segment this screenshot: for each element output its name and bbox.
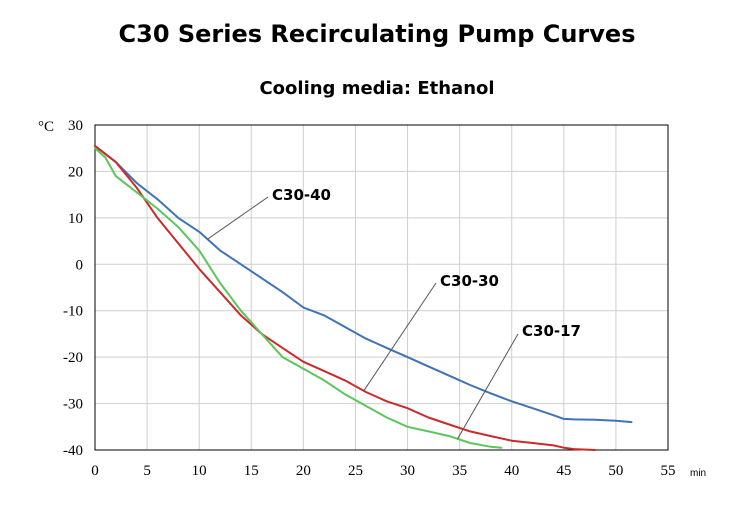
y-axis-unit: °C (38, 119, 54, 135)
x-tick-label: 10 (192, 463, 207, 479)
y-tick-label: 0 (76, 257, 84, 273)
y-tick-label: -10 (63, 304, 83, 320)
plot-frame (94, 124, 669, 451)
annotation-leader-line (363, 282, 437, 392)
x-tick-label: 40 (504, 463, 519, 479)
series-layer (94, 144, 633, 451)
x-tick-label: 5 (143, 463, 151, 479)
x-tick-label: 30 (400, 463, 415, 479)
series-label-c30-30: C30-30 (440, 272, 499, 290)
series-line-c30-30 (94, 144, 597, 451)
y-tick-label: -40 (63, 443, 83, 459)
grid-lines (94, 124, 669, 451)
x-tick-label: 35 (452, 463, 467, 479)
tick-labels: 0 5 10 15 20 25 30 35 40 45 50 55 30 20 10 0 -10 -20 -30 -4… (63, 118, 676, 479)
x-tick-label: 55 (661, 463, 676, 479)
x-tick-label: 0 (91, 463, 99, 479)
y-tick-label: -20 (63, 350, 83, 366)
chart-title: C30 Series Recirculating Pump Curves (118, 20, 636, 48)
annotation-leader-line (457, 333, 519, 440)
annotation-leader-line (207, 196, 269, 240)
y-tick-label: 20 (68, 164, 83, 180)
annotation-layer: C30-40 C30-30 C30-17 (207, 186, 581, 440)
y-tick-label: 10 (68, 211, 83, 227)
x-tick-label: 20 (296, 463, 311, 479)
series-label-c30-17: C30-17 (522, 322, 581, 340)
x-tick-label: 50 (608, 463, 623, 479)
x-axis-unit: min (690, 468, 706, 479)
chart-subtitle: Cooling media: Ethanol (259, 78, 495, 99)
x-tick-label: 45 (556, 463, 571, 479)
x-tick-label: 25 (348, 463, 363, 479)
y-tick-label: 30 (68, 118, 83, 134)
series-line-c30-40 (94, 144, 633, 424)
y-tick-label: -30 (63, 397, 83, 413)
series-label-c30-40: C30-40 (272, 186, 331, 204)
series-line-c30-17 (94, 147, 503, 449)
x-tick-label: 15 (244, 463, 259, 479)
